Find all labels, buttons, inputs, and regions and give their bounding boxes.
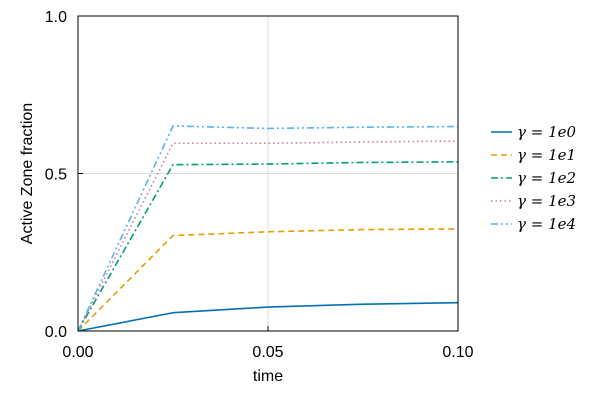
y-axis-title: Active Zone fraction <box>19 103 36 244</box>
series-line-3 <box>77 161 459 332</box>
x-tick-label: 0.10 <box>442 344 473 361</box>
series-line-1 <box>77 301 459 332</box>
axis-ticks <box>77 15 459 332</box>
legend: γ = 1e0 γ = 1e1 γ = 1e2 γ = 1e3 γ = 1e4 <box>491 123 576 233</box>
legend-label-2: γ = 1e1 <box>517 146 576 164</box>
x-tick-label: 0.05 <box>252 344 283 361</box>
legend-label-4: γ = 1e3 <box>517 192 576 210</box>
x-tick-label: 0.00 <box>62 344 93 361</box>
x-axis-title: time <box>253 368 283 385</box>
series-layer <box>77 125 459 332</box>
y-tick-label: 0.0 <box>45 324 67 341</box>
y-tick-label: 1.0 <box>45 9 67 26</box>
series-line-4 <box>77 140 459 332</box>
legend-label-1: γ = 1e0 <box>517 123 576 141</box>
y-tick-label: 0.5 <box>45 167 67 184</box>
series-line-5 <box>77 125 459 332</box>
legend-label-5: γ = 1e4 <box>517 215 576 233</box>
tick-labels: 0.00 0.05 0.10 0.0 0.5 1.0 <box>45 9 474 361</box>
legend-label-3: γ = 1e2 <box>517 169 576 187</box>
